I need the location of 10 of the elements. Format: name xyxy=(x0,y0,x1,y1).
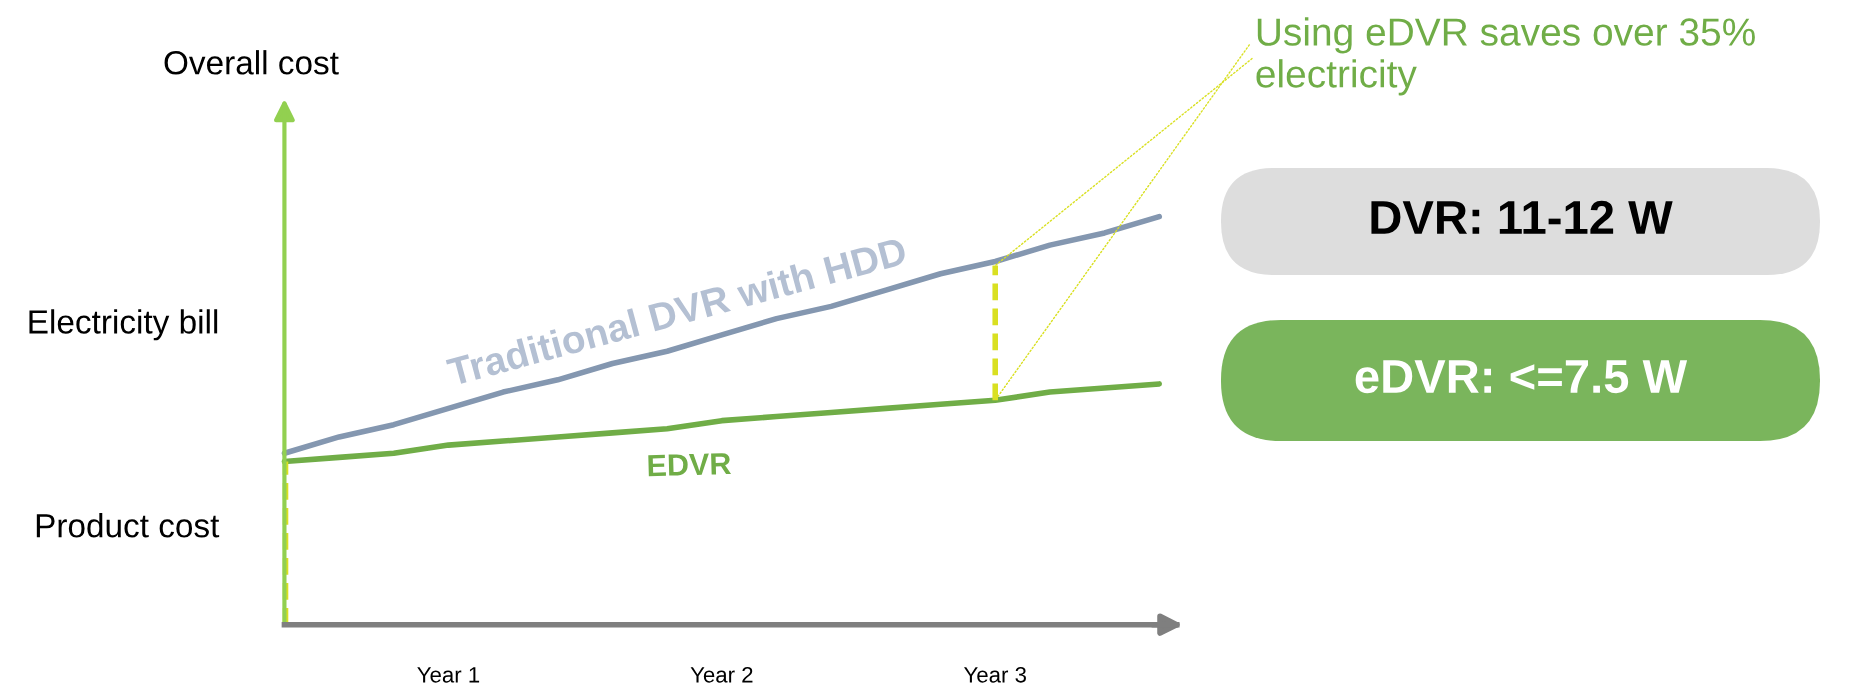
text: eDVR: <=7.5 W xyxy=(1355,360,1688,394)
x-tick-label: Year 3 xyxy=(963,666,1026,683)
text: DVR: 11-12 W xyxy=(1371,200,1673,234)
text: Electricity bill xyxy=(29,309,218,341)
series-label: EDVR xyxy=(648,452,732,477)
x-tick-label: Year 1 xyxy=(417,667,480,683)
y-axis-title: Overall cost xyxy=(164,50,339,75)
annotation: Using eDVR saves over 35% electricity xyxy=(1256,17,1755,96)
text: Product cost xyxy=(36,513,220,538)
x-tick-label: Year 2 xyxy=(690,666,753,683)
